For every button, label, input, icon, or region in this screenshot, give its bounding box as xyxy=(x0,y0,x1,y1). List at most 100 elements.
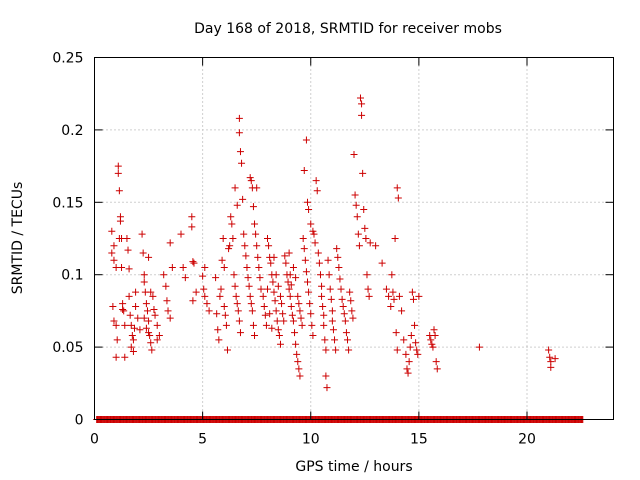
data-point xyxy=(143,307,151,315)
data-point xyxy=(551,355,559,363)
data-point xyxy=(332,346,340,354)
data-point xyxy=(252,230,260,238)
data-point xyxy=(296,372,304,380)
data-point xyxy=(288,311,296,319)
data-point xyxy=(127,321,135,329)
data-point xyxy=(245,282,253,290)
data-point xyxy=(124,246,132,254)
data-point xyxy=(294,358,302,366)
plot-frame xyxy=(94,57,614,420)
data-point xyxy=(361,224,369,232)
data-point xyxy=(321,336,329,344)
data-point xyxy=(179,263,187,271)
data-point xyxy=(190,259,198,267)
data-point xyxy=(322,372,330,380)
data-point xyxy=(304,198,312,206)
data-point xyxy=(244,274,252,282)
data-point xyxy=(390,295,398,303)
data-point xyxy=(220,303,228,311)
data-point xyxy=(216,292,224,300)
data-point xyxy=(302,268,310,276)
data-point xyxy=(365,292,373,300)
data-point xyxy=(128,332,136,340)
data-point xyxy=(394,194,402,202)
data-point xyxy=(235,317,243,325)
data-point xyxy=(325,271,333,279)
data-point xyxy=(408,288,416,296)
data-point xyxy=(329,326,337,334)
data-point xyxy=(132,288,140,296)
data-point xyxy=(142,300,150,308)
data-point xyxy=(189,297,197,305)
data-point xyxy=(223,346,231,354)
data-point xyxy=(145,253,153,261)
data-point xyxy=(238,159,246,167)
data-point xyxy=(246,174,254,182)
data-point xyxy=(231,184,239,192)
data-point xyxy=(349,314,357,322)
data-point xyxy=(309,227,317,235)
data-point xyxy=(427,336,435,344)
data-point xyxy=(229,235,237,242)
data-point xyxy=(233,201,241,209)
grid xyxy=(94,57,614,420)
x-tick-label: 5 xyxy=(198,432,207,448)
data-point xyxy=(308,321,316,329)
data-point xyxy=(295,365,303,373)
data-point xyxy=(274,282,282,290)
data-point xyxy=(546,353,554,361)
data-point xyxy=(275,332,283,340)
data-point xyxy=(200,285,208,293)
data-point xyxy=(272,271,280,279)
data-point xyxy=(354,230,362,238)
data-point xyxy=(205,307,213,315)
data-point xyxy=(272,307,280,315)
data-point xyxy=(230,271,238,279)
data-point xyxy=(264,285,271,293)
data-point xyxy=(398,307,406,315)
data-point xyxy=(265,242,273,250)
data-point xyxy=(140,271,148,279)
data-point xyxy=(110,242,118,250)
data-point xyxy=(246,292,254,300)
data-point xyxy=(298,321,306,329)
data-point xyxy=(395,292,403,300)
data-point xyxy=(255,263,263,271)
data-point xyxy=(372,242,380,250)
data-point xyxy=(282,259,290,267)
data-point xyxy=(188,213,196,221)
data-point xyxy=(218,256,226,264)
x-tick-label: 15 xyxy=(410,432,428,448)
data-point xyxy=(279,310,287,318)
data-point xyxy=(547,363,555,371)
data-point xyxy=(243,263,251,271)
data-point xyxy=(378,259,386,267)
data-point xyxy=(248,307,256,315)
data-point xyxy=(150,305,158,313)
data-point xyxy=(146,332,154,340)
data-point xyxy=(249,321,257,329)
data-point xyxy=(300,166,308,174)
data-point xyxy=(413,346,421,354)
data-point xyxy=(268,324,276,332)
data-point xyxy=(131,324,139,332)
data-point xyxy=(213,310,221,318)
data-point xyxy=(366,239,374,247)
data-point xyxy=(414,350,422,358)
data-point xyxy=(247,177,255,185)
data-point xyxy=(164,307,172,315)
data-point xyxy=(296,307,304,315)
y-tick-label: 0.25 xyxy=(52,51,83,67)
data-point xyxy=(323,384,331,392)
data-point xyxy=(313,187,321,195)
data-point xyxy=(342,329,350,337)
data-point xyxy=(295,300,303,308)
data-point xyxy=(344,336,352,344)
x-axis-label: GPS time / hours xyxy=(295,459,412,475)
data-point xyxy=(168,263,176,271)
data-point xyxy=(251,332,259,340)
data-point xyxy=(400,336,408,344)
data-point xyxy=(189,258,197,266)
y-tick-label: 0.15 xyxy=(52,195,83,211)
data-point xyxy=(232,292,240,300)
